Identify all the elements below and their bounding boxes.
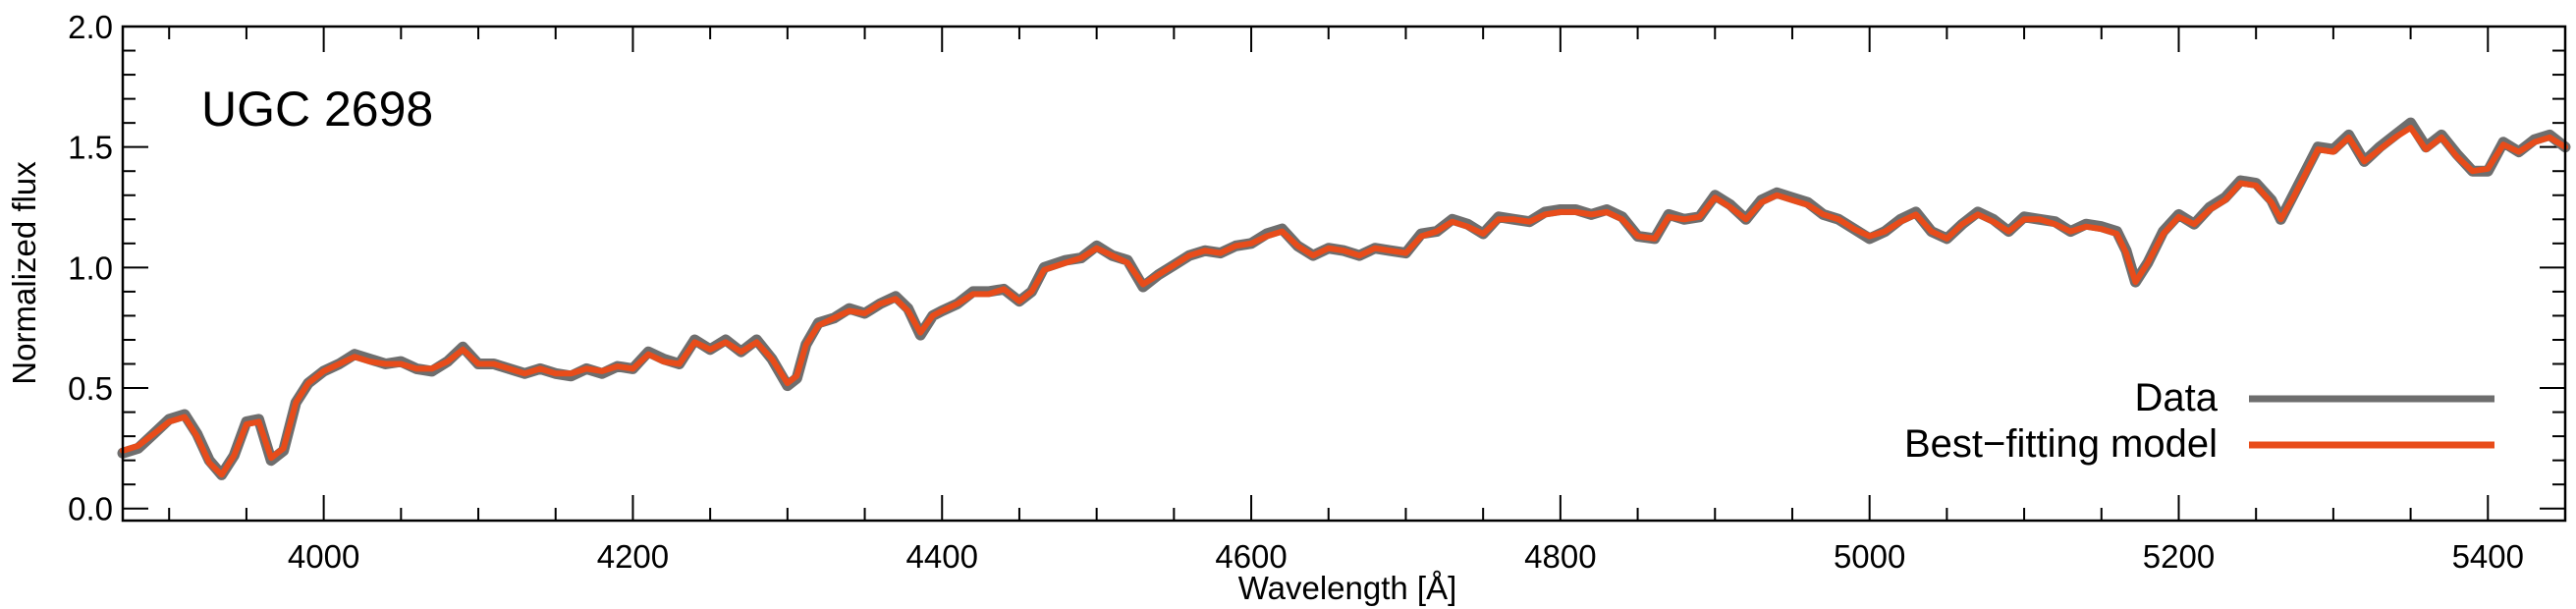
x-tick-label: 4400 bbox=[906, 538, 978, 575]
legend: Data Best−fitting model bbox=[1904, 376, 2494, 466]
legend-label-model: Best−fitting model bbox=[1904, 422, 2218, 466]
x-axis-label: Wavelength [Å] bbox=[1238, 570, 1457, 606]
x-tick-label: 5000 bbox=[1834, 538, 1905, 575]
x-tick-label: 4200 bbox=[597, 538, 669, 575]
x-tick-label: 5400 bbox=[2452, 538, 2524, 575]
y-tick-label: 0.0 bbox=[68, 491, 113, 527]
y-tick-label: 2.0 bbox=[68, 9, 113, 45]
series-model-line bbox=[120, 125, 2568, 478]
legend-label-data: Data bbox=[2135, 376, 2219, 419]
y-tick-label: 1.5 bbox=[68, 130, 113, 166]
axis-ticks bbox=[123, 26, 2566, 521]
x-tick-labels: 4000 4200 4400 4600 4800 5000 5200 5400 bbox=[288, 538, 2524, 575]
object-label: UGC 2698 bbox=[201, 82, 433, 137]
x-tick-label: 4800 bbox=[1524, 538, 1596, 575]
x-tick-label: 4600 bbox=[1215, 538, 1287, 575]
y-tick-labels: 0.0 0.5 1.0 1.5 2.0 bbox=[68, 9, 113, 527]
y-tick-label: 0.5 bbox=[68, 370, 113, 407]
y-tick-label: 1.0 bbox=[68, 249, 113, 286]
x-tick-label: 5200 bbox=[2143, 538, 2215, 575]
plot-frame bbox=[121, 25, 2567, 523]
x-tick-label: 4000 bbox=[288, 538, 359, 575]
y-axis-label: Normalized flux bbox=[6, 161, 42, 385]
series-layer bbox=[117, 117, 2571, 480]
